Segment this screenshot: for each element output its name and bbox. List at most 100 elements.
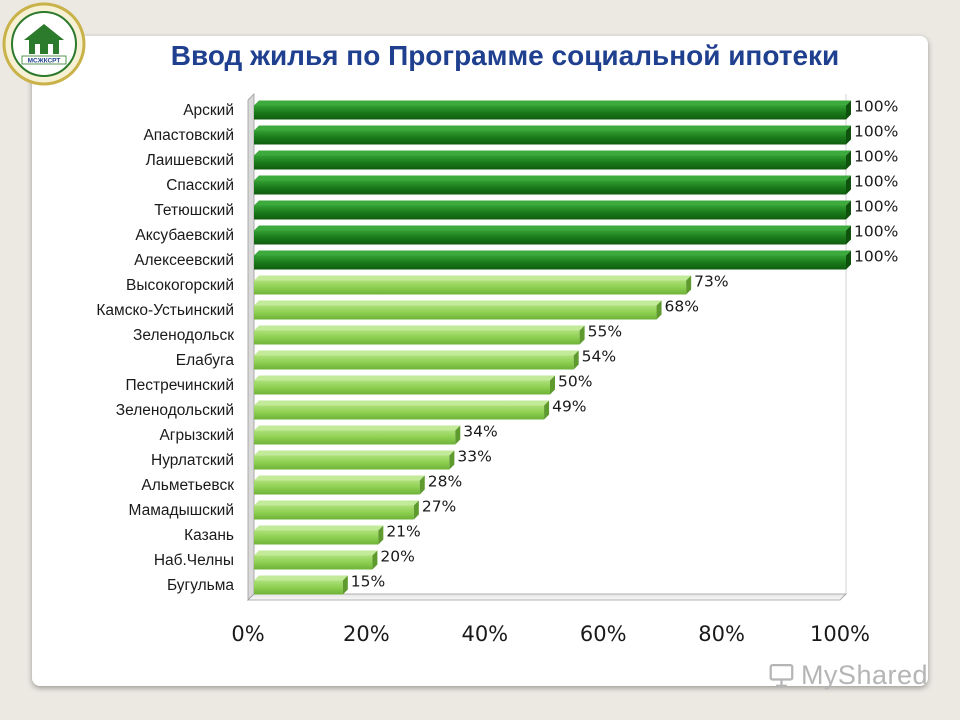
data-label: 21% bbox=[386, 523, 420, 541]
bar-front-face bbox=[254, 405, 545, 420]
bar bbox=[254, 125, 851, 145]
bar-end-cap bbox=[413, 500, 419, 520]
category-label: Зеленодольский bbox=[116, 402, 234, 419]
page-title: Ввод жилья по Программе социальной ипоте… bbox=[170, 40, 840, 71]
data-label: 100% bbox=[854, 248, 898, 266]
x-tick-label: 60% bbox=[580, 622, 627, 646]
category-label: Пестречинский bbox=[126, 377, 234, 394]
bar-front-face bbox=[254, 330, 580, 345]
bar-end-cap bbox=[846, 100, 851, 120]
bar-top-face bbox=[254, 575, 348, 581]
data-label: 100% bbox=[854, 98, 898, 116]
bar-top-face bbox=[254, 125, 851, 131]
bar bbox=[254, 200, 851, 220]
bar bbox=[254, 550, 378, 570]
data-labels: 100% 100% 100% 100% 100% 100% 100% 73% 68% 55% 54%… bbox=[351, 98, 899, 591]
bar bbox=[254, 400, 550, 420]
bars-group bbox=[254, 100, 851, 595]
bar-top-face bbox=[254, 200, 851, 206]
bar-front-face bbox=[254, 105, 846, 120]
floor bbox=[247, 593, 847, 601]
bar-top-face bbox=[254, 175, 851, 181]
data-label: 100% bbox=[854, 148, 898, 166]
data-label: 27% bbox=[422, 498, 456, 516]
bar-top-face bbox=[254, 425, 461, 431]
data-label: 28% bbox=[428, 473, 462, 491]
bar bbox=[254, 275, 692, 295]
bar bbox=[254, 575, 348, 595]
x-tick-label: 20% bbox=[343, 622, 390, 646]
bar-end-cap bbox=[846, 175, 851, 195]
watermark: MyShared bbox=[768, 658, 928, 692]
data-label: 100% bbox=[854, 223, 898, 241]
bar-top-face bbox=[254, 525, 384, 531]
category-label: Аксубаевский bbox=[135, 227, 234, 244]
bar-top-face bbox=[254, 325, 585, 331]
bar-end-cap bbox=[846, 125, 851, 145]
category-label: Казань bbox=[184, 527, 234, 544]
bar-top-face bbox=[254, 250, 851, 256]
bar-end-cap bbox=[342, 575, 348, 595]
bar-front-face bbox=[254, 380, 550, 395]
bar bbox=[254, 250, 851, 270]
bar-end-cap bbox=[846, 225, 851, 245]
bar-front-face bbox=[254, 355, 574, 370]
data-label: 100% bbox=[854, 173, 898, 191]
watermark-text: MyShared bbox=[800, 659, 928, 690]
bar bbox=[254, 100, 851, 120]
left-wall bbox=[247, 93, 255, 601]
bar-end-cap bbox=[449, 450, 455, 470]
bar-top-face bbox=[254, 225, 851, 231]
bar-top-face bbox=[254, 150, 851, 156]
category-label: Бугульма bbox=[167, 577, 234, 594]
category-label: Нурлатский bbox=[151, 452, 234, 469]
plot-frame bbox=[247, 93, 847, 601]
category-label: Альметьевск bbox=[141, 477, 234, 494]
bar bbox=[254, 475, 425, 495]
x-tick-label: 0% bbox=[231, 622, 264, 646]
bar bbox=[254, 425, 461, 445]
category-label: Тетюшский bbox=[154, 202, 234, 219]
bar-end-cap bbox=[550, 375, 555, 395]
category-label: Алексеевский bbox=[134, 252, 234, 269]
bar bbox=[254, 300, 662, 320]
bar-top-face bbox=[254, 100, 851, 106]
bar-front-face bbox=[254, 430, 456, 445]
presentation-icon bbox=[769, 664, 794, 687]
bar bbox=[254, 325, 585, 345]
bar-end-cap bbox=[846, 200, 851, 220]
bar-front-face bbox=[254, 555, 373, 570]
data-label: 20% bbox=[380, 548, 414, 566]
logo-emblem: МСЖКСРТ bbox=[2, 2, 86, 86]
bar bbox=[254, 500, 419, 520]
bar bbox=[254, 375, 555, 395]
data-label: 100% bbox=[854, 198, 898, 216]
bar-end-cap bbox=[656, 300, 662, 320]
x-tick-label: 80% bbox=[698, 622, 745, 646]
data-label: 33% bbox=[457, 448, 491, 466]
category-labels: Арский Апастовский Лаишевский Спасский Тетюш… bbox=[96, 102, 234, 594]
bar-top-face bbox=[254, 475, 425, 481]
bar-front-face bbox=[254, 230, 846, 245]
category-label: Елабуга bbox=[176, 352, 235, 369]
bar-front-face bbox=[254, 305, 657, 320]
bar-end-cap bbox=[686, 275, 692, 295]
bar-front-face bbox=[254, 480, 420, 495]
bar bbox=[254, 175, 851, 195]
bar bbox=[254, 225, 851, 245]
bar-top-face bbox=[254, 375, 555, 381]
bar-end-cap bbox=[573, 350, 579, 370]
bar-front-face bbox=[254, 580, 343, 595]
bar-front-face bbox=[254, 530, 379, 545]
data-label: 55% bbox=[588, 323, 622, 341]
bar bbox=[254, 150, 851, 170]
category-label: Мамадышский bbox=[129, 502, 234, 519]
category-label: Камско-Устьинский bbox=[96, 302, 234, 319]
data-label: 34% bbox=[463, 423, 497, 441]
data-label: 15% bbox=[351, 573, 385, 591]
bar-front-face bbox=[254, 255, 846, 270]
bar-front-face bbox=[254, 455, 450, 470]
bar-front-face bbox=[254, 505, 414, 520]
category-label: Арский bbox=[183, 102, 234, 119]
bar-end-cap bbox=[846, 250, 851, 270]
